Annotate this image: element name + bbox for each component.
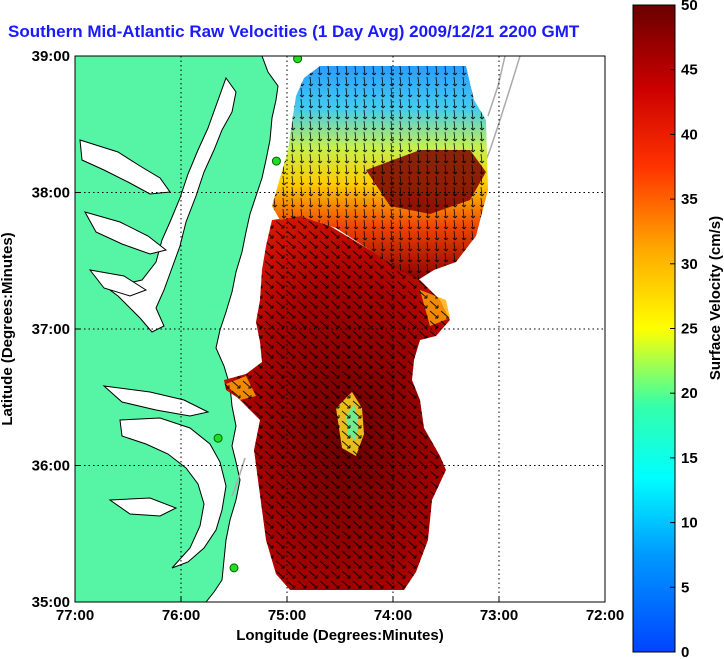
x-tick-label: 77:00 [56,607,94,624]
colorbar-tick-label: 5 [681,579,689,596]
sound-inlet [108,497,178,517]
velocity-arrows [272,66,488,280]
y-tick-label: 39:00 [32,48,70,65]
x-tick-label: 72:00 [586,607,624,624]
colorbar-tick-label: 20 [681,385,698,402]
x-tick-label: 74:00 [374,607,412,624]
colorbar-tick-label: 45 [681,62,698,79]
grid-lines [75,56,605,602]
colorbar-tick-label: 0 [681,644,689,659]
colorbar-tick-label: 10 [681,515,698,532]
y-tick-label: 35:00 [32,594,70,611]
x-axis-label: Longitude (Degrees:Minutes) [236,627,444,644]
bay-inlet [83,211,168,255]
y-tick-label: 37:00 [32,321,70,338]
x-tick-label: 76:00 [162,607,200,624]
radar-station-marker [213,433,223,443]
x-tick-label: 75:00 [268,607,306,624]
y-axis-label: Latitude (Degrees:Minutes) [0,232,16,425]
radar-station-marker [229,563,239,573]
y-tick-label: 36:00 [32,458,70,475]
bay-inlet [79,139,171,195]
bay-inlet [88,269,148,297]
x-tick-label: 73:00 [480,607,518,624]
colorbar-label: Surface Velocity (cm/s) [707,216,724,380]
pamlico-sound [119,417,227,569]
radar-station-marker [271,156,281,166]
colorbar-tick-label: 35 [681,191,698,208]
chesapeake-bay [109,76,237,333]
colorbar-tick-label: 30 [681,256,698,273]
colorbar-tick-label: 25 [681,321,698,338]
y-tick-label: 38:00 [32,185,70,202]
colorbar-tick-label: 15 [681,450,698,467]
map-title: Southern Mid-Atlantic Raw Velocities (1 … [8,22,580,41]
sound-inlet [102,385,210,417]
radar-station-marker [293,56,303,64]
bathymetry-contour [487,56,506,117]
colorbar-tick-label: 40 [681,126,698,143]
colorbar-tick-label: 50 [681,0,698,14]
colorbar [632,4,676,653]
